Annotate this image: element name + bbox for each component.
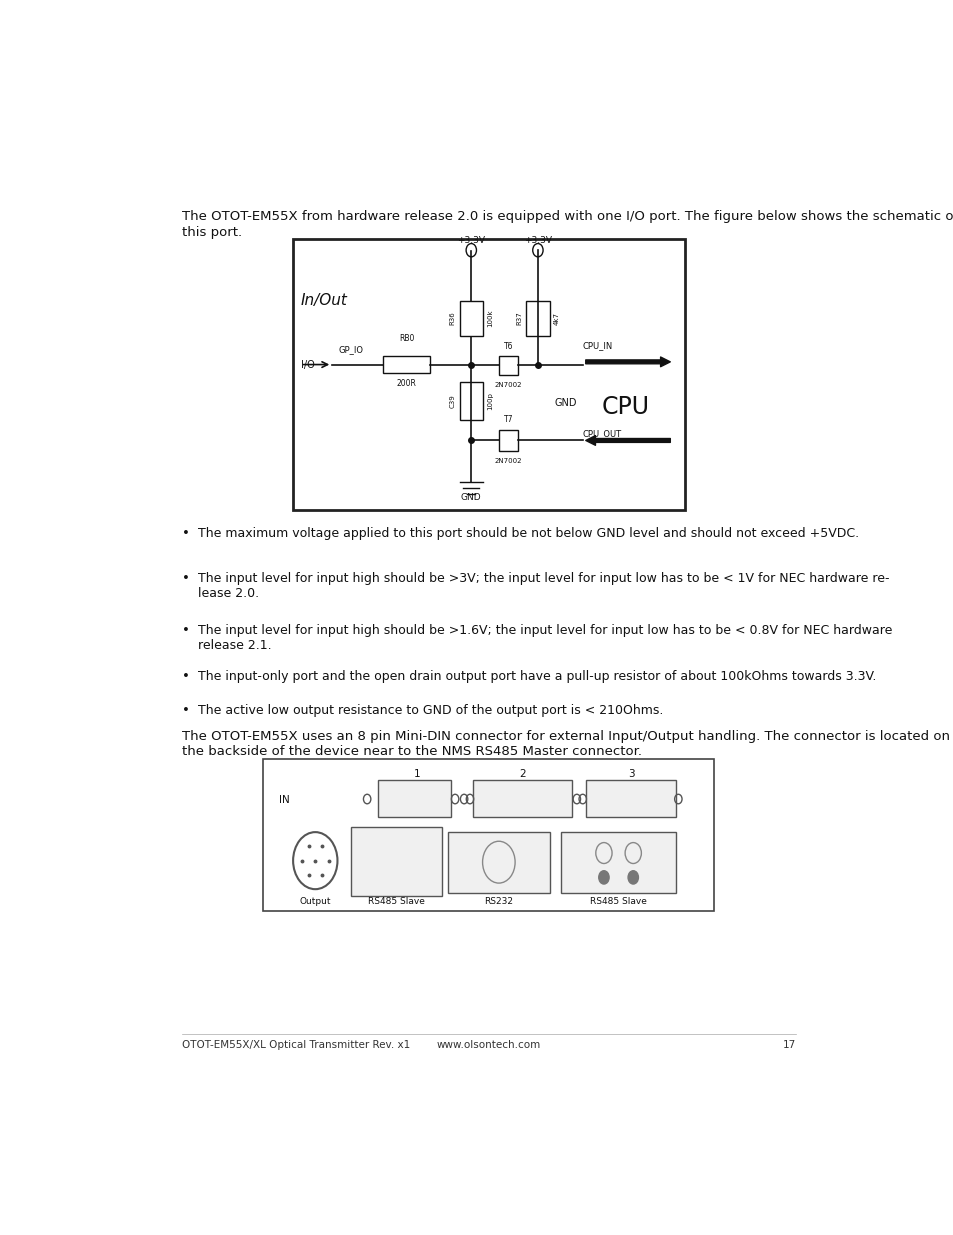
Text: The input-only port and the open drain output port have a pull-up resistor of ab: The input-only port and the open drain o… xyxy=(198,671,876,683)
Text: The input level for input high should be >3V; the input level for input low has : The input level for input high should be… xyxy=(198,572,889,600)
Bar xyxy=(263,758,714,911)
Text: 2N7002: 2N7002 xyxy=(495,382,521,388)
Text: 200R: 200R xyxy=(396,379,416,389)
Bar xyxy=(378,781,450,816)
Bar xyxy=(448,831,549,893)
Text: RS232: RS232 xyxy=(484,898,513,906)
Text: T6: T6 xyxy=(503,342,513,351)
Text: 4k7: 4k7 xyxy=(553,312,559,325)
Text: CPU: CPU xyxy=(601,394,649,419)
Text: 1: 1 xyxy=(413,769,419,779)
Text: CPU_OUT: CPU_OUT xyxy=(582,430,621,438)
Text: 2N7002: 2N7002 xyxy=(495,458,521,464)
Bar xyxy=(383,357,430,373)
Text: 100k: 100k xyxy=(486,310,493,327)
Text: RB0: RB0 xyxy=(398,333,414,343)
Text: OTOT-EM55X/XL Optical Transmitter Rev. x1: OTOT-EM55X/XL Optical Transmitter Rev. x… xyxy=(182,1040,410,1050)
Text: The active low output resistance to GND of the output port is < 210Ohms.: The active low output resistance to GND … xyxy=(198,704,663,716)
Text: www.olsontech.com: www.olsontech.com xyxy=(436,1040,540,1050)
Bar xyxy=(585,781,676,816)
Text: CPU_IN: CPU_IN xyxy=(582,341,613,350)
Text: The maximum voltage applied to this port should be not below GND level and shoul: The maximum voltage applied to this port… xyxy=(198,526,859,540)
Text: •: • xyxy=(182,572,190,585)
Bar xyxy=(498,357,517,375)
Text: In/Out: In/Out xyxy=(300,294,347,309)
Text: The input level for input high should be >1.6V; the input level for input low ha: The input level for input high should be… xyxy=(198,624,892,652)
Bar xyxy=(498,430,517,451)
Text: IN: IN xyxy=(279,795,290,805)
Bar xyxy=(459,382,482,420)
Bar xyxy=(526,301,549,336)
Text: T7: T7 xyxy=(503,415,513,424)
Text: the backside of the device near to the NMS RS485 Master connector.: the backside of the device near to the N… xyxy=(182,746,641,758)
Text: R36: R36 xyxy=(449,311,456,325)
Text: 2: 2 xyxy=(518,769,525,779)
Text: Output: Output xyxy=(299,898,331,906)
Bar xyxy=(473,781,572,816)
Text: 17: 17 xyxy=(781,1040,795,1050)
Text: The OTOT-EM55X from hardware release 2.0 is equipped with one I/O port. The figu: The OTOT-EM55X from hardware release 2.0… xyxy=(182,210,953,224)
Text: 100p: 100p xyxy=(486,393,493,410)
Bar xyxy=(293,238,684,510)
Text: 3: 3 xyxy=(627,769,634,779)
Text: The OTOT-EM55X uses an 8 pin Mini-DIN connector for external Input/Output handli: The OTOT-EM55X uses an 8 pin Mini-DIN co… xyxy=(182,730,949,743)
Text: C39: C39 xyxy=(449,394,456,408)
Bar xyxy=(459,301,482,336)
Text: •: • xyxy=(182,671,190,683)
Text: •: • xyxy=(182,704,190,716)
Circle shape xyxy=(598,871,608,884)
Circle shape xyxy=(627,871,638,884)
Bar xyxy=(560,831,676,893)
Text: GP_IO: GP_IO xyxy=(337,345,363,353)
Text: this port.: this port. xyxy=(182,226,242,240)
Bar xyxy=(351,827,441,895)
Text: RS485 Slave: RS485 Slave xyxy=(589,898,646,906)
Text: GND: GND xyxy=(554,398,576,408)
Text: +3.3V: +3.3V xyxy=(456,236,485,246)
Text: R37: R37 xyxy=(516,311,521,325)
Text: GND: GND xyxy=(460,493,481,503)
Text: I/O: I/O xyxy=(300,359,314,369)
Text: +3.3V: +3.3V xyxy=(523,236,552,246)
Text: •: • xyxy=(182,624,190,637)
Text: RS485 Slave: RS485 Slave xyxy=(368,898,424,906)
Text: •: • xyxy=(182,526,190,540)
